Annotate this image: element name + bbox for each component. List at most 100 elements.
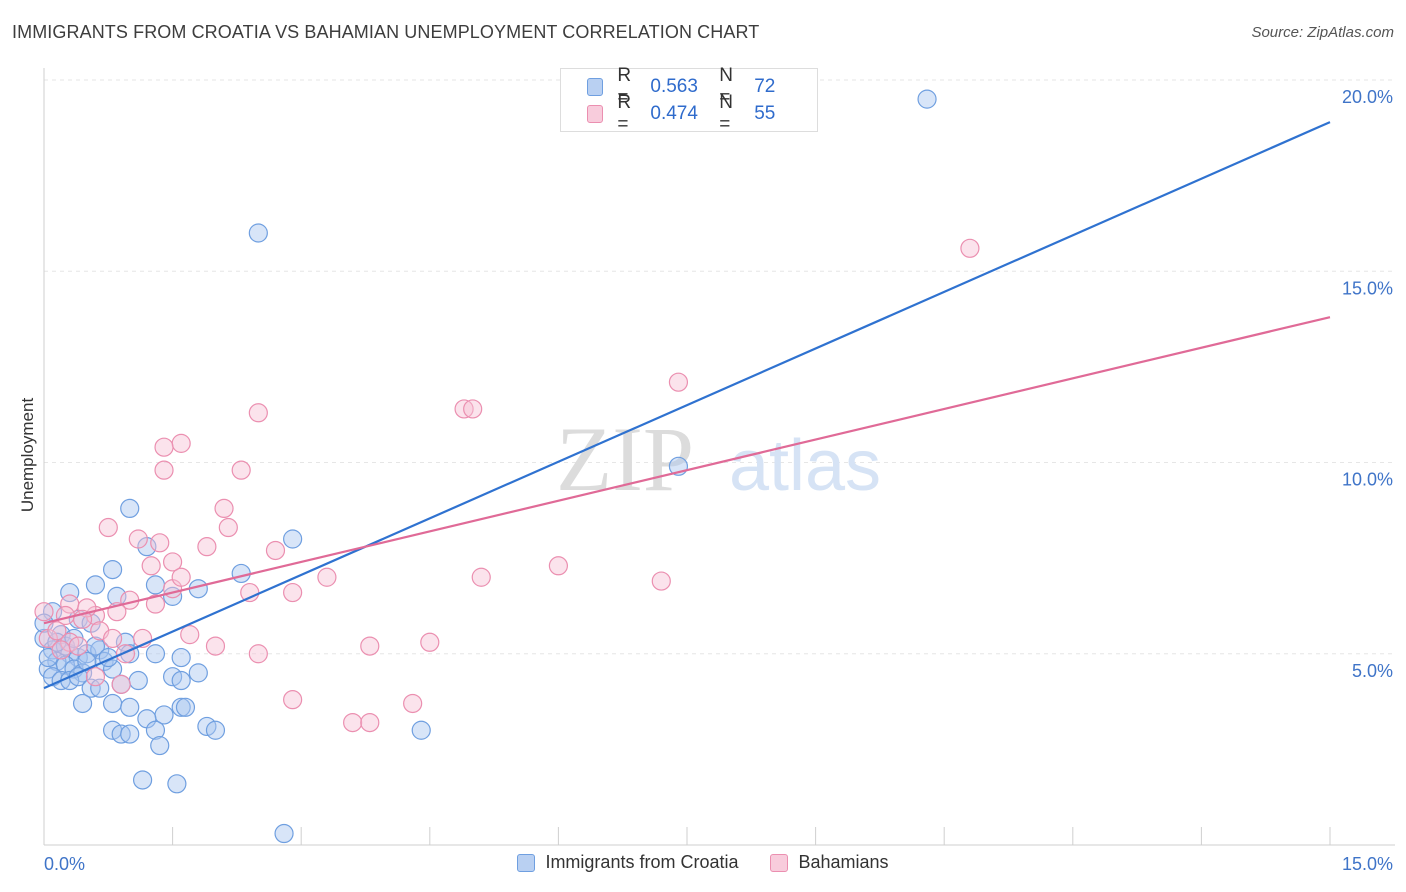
croatia-point [85,636,106,656]
croatia-point [120,697,140,717]
bahamians-point [265,540,286,561]
x-tick-label: 15.0% [1342,854,1393,874]
bahamians-point [98,517,118,538]
croatia-point [120,498,140,518]
croatia-point [274,823,294,844]
legend-n-value: 55 [754,103,776,124]
bahamians-point [51,640,71,660]
bahamians-point [68,636,88,656]
series-swatch-bahamians [770,853,789,872]
bahamians-point [34,602,54,622]
croatia-trend-line [43,121,1331,690]
croatia-point [171,670,191,691]
bahamians-point [343,712,363,733]
axes [43,68,1395,846]
bahamians-point [960,238,980,258]
correlation-legend: R = 0.563 N = 72 R = 0.474 N = 55 [560,65,818,135]
croatia-point [917,89,937,109]
bahamians-point [248,644,268,664]
series-swatch-croatia [517,853,536,872]
croatia-point [175,697,196,717]
bahamians-point [154,437,174,457]
croatia-point [120,724,140,744]
croatia-point [188,663,208,683]
x-tick-label: 0.0% [44,854,85,874]
croatia-point [167,774,187,794]
bahamians-point [360,712,380,733]
bahamians-point [283,690,303,710]
bahamians-point [651,571,671,591]
watermark: ZIP atlas [556,408,881,510]
bahamians-point [150,533,170,553]
bahamians-point [163,552,183,572]
bahamians-point [403,693,423,714]
croatia-point [145,575,166,595]
bahamians-point [420,632,440,652]
bahamians-point [154,460,174,480]
bahamians-point [111,674,131,694]
legend-swatch-bahamians [587,105,604,123]
bahamians-point [283,582,303,603]
y-tick-label: 15.0% [1342,278,1393,298]
bahamians-point [463,399,483,419]
croatia-point [171,647,191,668]
croatia-point [72,693,93,714]
croatia-point [60,582,80,603]
legend-n-label: N = [719,65,733,108]
croatia-point [283,529,303,549]
legend-r-value: 0.474 [650,103,698,124]
bahamians-point [231,460,251,480]
bahamians-point [548,556,569,576]
bahamians-point [171,567,191,587]
series-legend-croatia: Immigrants from Croatia [517,852,738,873]
croatia-point [205,720,226,740]
bahamians-point [171,433,191,453]
tick-labels: 5.0% 10.0% 15.0% 20.0% 0.0% 15.0% [44,87,1393,874]
watermark-zip: ZIP [556,408,694,510]
bahamians-point [141,556,161,576]
y-tick-label: 20.0% [1342,87,1393,107]
croatia-point [85,575,106,595]
croatia-point [248,223,268,243]
chart-source: Source: ZipAtlas.com [1251,24,1394,41]
bahamians-point [102,628,123,649]
bahamians-point [360,636,380,656]
bahamians-trend-line [43,316,1331,625]
trend-lines [43,121,1331,690]
bahamians-point [145,594,166,614]
series-name-croatia: Immigrants from Croatia [545,852,739,872]
croatia-point [171,697,191,717]
bahamians-point [47,621,67,641]
legend-row-croatia: R = 0.563 N = 72 [587,65,817,108]
legend-r-value: 0.563 [650,76,698,97]
bahamians-point [668,372,689,392]
legend-n-label: N = [719,92,733,135]
legend-n-value: 72 [754,76,776,97]
bahamians-point [115,644,136,664]
bahamians-point [214,498,234,518]
legend-r-label: R = [617,92,632,135]
series-name-bahamians: Bahamians [798,852,889,872]
croatia-point [145,644,166,664]
croatia-point [102,559,123,580]
chart-title: IMMIGRANTS FROM CROATIA VS BAHAMIAN UNEM… [12,22,760,42]
bahamians-point [205,636,226,656]
bahamians-point [85,667,106,687]
bahamians-point [248,403,268,423]
bahamians-point [128,529,148,549]
watermark-atlas: atlas [729,426,881,506]
legend-r-label: R = [617,65,632,108]
croatia-point [90,678,110,698]
croatia-point [102,659,123,679]
y-tick-label: 5.0% [1352,661,1393,681]
series-legend: Immigrants from Croatia Bahamians [0,852,1406,873]
bahamians-point [471,567,491,587]
y-tick-label: 10.0% [1342,470,1393,490]
legend-swatch-croatia [587,78,604,96]
series-legend-bahamians: Bahamians [770,852,889,873]
croatia-point [150,735,170,756]
croatia-point [132,770,153,790]
bahamians-point [180,625,200,645]
legend-row-bahamians: R = 0.474 N = 55 [587,92,817,135]
